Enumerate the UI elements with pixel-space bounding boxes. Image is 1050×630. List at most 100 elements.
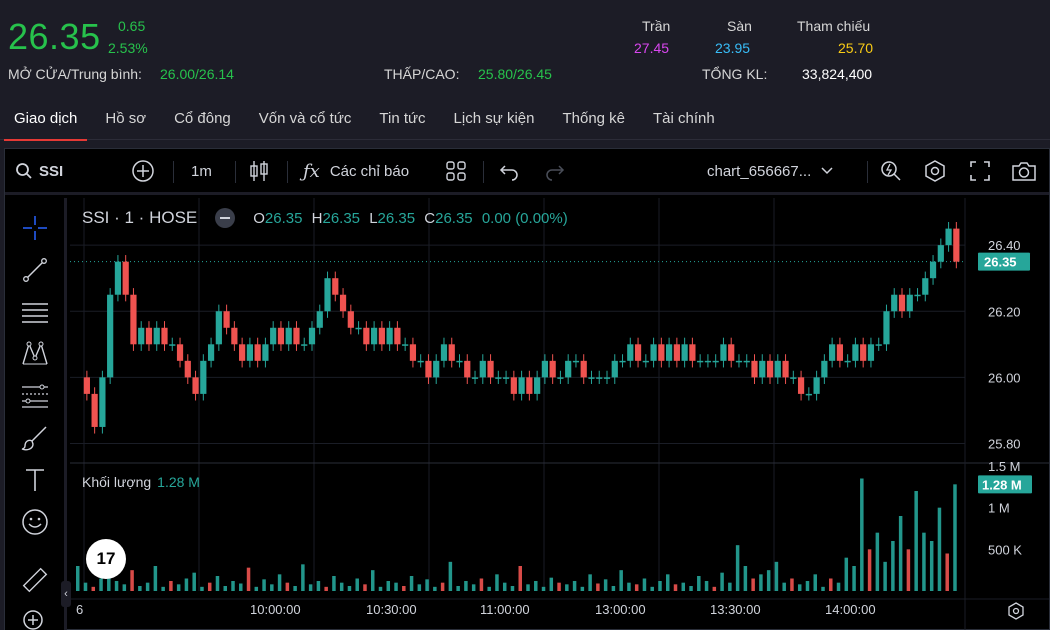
tab-ho-so[interactable]: Hồ sơ xyxy=(105,110,147,127)
volume-bar xyxy=(285,582,290,591)
tab-lich-su-kien[interactable]: Lịch sự kiện xyxy=(453,110,535,127)
volume-bar xyxy=(634,584,639,591)
candle xyxy=(666,344,673,361)
volume-bar xyxy=(836,582,841,591)
volume-last-badge xyxy=(978,475,1032,494)
compare-button[interactable] xyxy=(131,149,155,193)
y-tick-label: 26.20 xyxy=(988,304,1021,319)
volume-bar xyxy=(138,586,142,591)
indicators-button[interactable]: ƒx Các chỉ báo xyxy=(303,149,409,193)
pattern-tool[interactable] xyxy=(19,338,51,370)
volume-bar xyxy=(658,581,662,591)
chart-type-button[interactable] xyxy=(249,149,269,193)
undo-button[interactable] xyxy=(499,149,519,193)
volume-bar xyxy=(790,578,794,591)
chevron-left-icon: ‹ xyxy=(64,588,68,600)
chart-area: 26.40 26.20 26.00 25.80 26.35 1.5 M 1 M 500 K 1.… xyxy=(70,198,1049,630)
redo-button[interactable] xyxy=(545,149,565,193)
tab-von-co-tuc[interactable]: Vốn và cổ tức xyxy=(258,110,352,127)
tab-thong-ke[interactable]: Thống kê xyxy=(562,110,626,127)
last-price-label: 26.35 xyxy=(984,255,1017,270)
volume-bar xyxy=(176,584,181,591)
candle xyxy=(231,327,238,345)
candle xyxy=(906,294,913,312)
layout-button[interactable] xyxy=(445,149,467,193)
candle xyxy=(642,360,649,363)
candle xyxy=(324,278,331,312)
volume-bar xyxy=(386,581,391,591)
volume-bar xyxy=(867,549,872,591)
x-tick-label: 10:30:00 xyxy=(366,602,417,617)
candle xyxy=(153,327,160,345)
layout-name-button[interactable]: chart_656667... xyxy=(707,149,833,193)
fib-tool[interactable] xyxy=(19,380,51,412)
volume-bar xyxy=(153,566,158,591)
screenshot-button[interactable] xyxy=(1011,149,1037,193)
tab-tin-tuc[interactable]: Tin tức xyxy=(379,110,426,127)
zoom-in-tool[interactable] xyxy=(19,606,51,630)
volume-bar xyxy=(417,584,422,591)
interval-button[interactable]: 1m xyxy=(191,162,212,180)
candle xyxy=(487,360,494,378)
candle xyxy=(852,344,859,361)
minus-icon xyxy=(220,217,231,219)
tab-tai-chinh[interactable]: Tài chính xyxy=(653,110,715,127)
volume-bar xyxy=(308,584,313,591)
settings-icon xyxy=(925,160,945,182)
candle xyxy=(891,294,898,312)
collapse-toolbar-button[interactable]: ‹ xyxy=(61,581,71,607)
candle xyxy=(712,360,719,363)
volume-bar xyxy=(852,566,856,591)
candle xyxy=(836,344,843,361)
symbol-search[interactable]: SSI xyxy=(15,149,63,193)
candle xyxy=(207,344,215,361)
volume-bar xyxy=(231,581,235,591)
fullscreen-button[interactable] xyxy=(969,149,991,193)
volume-bar xyxy=(355,578,359,591)
volume-bar xyxy=(371,570,375,591)
volume-bar xyxy=(339,582,344,591)
crosshair-tool[interactable] xyxy=(19,212,51,244)
tab-co-dong[interactable]: Cổ đông xyxy=(174,110,231,127)
tab-giao-dich[interactable]: Giao dịch xyxy=(0,100,91,141)
layout-grid-icon xyxy=(446,161,466,181)
volume-bar xyxy=(223,586,227,591)
open-avg-label: MỞ CỬA/Trung bình: xyxy=(8,66,142,82)
tradingview-logo[interactable]: 17 xyxy=(86,539,126,579)
settings-button[interactable] xyxy=(923,149,947,193)
brush-tool[interactable] xyxy=(19,422,51,454)
volume-bar xyxy=(735,545,740,591)
candle xyxy=(378,327,385,345)
x-tick-label: 13:30:00 xyxy=(710,602,761,617)
quick-search-button[interactable] xyxy=(879,149,903,193)
horizontal-lines-tool[interactable] xyxy=(19,296,51,328)
hide-legend-button[interactable] xyxy=(215,208,236,228)
candle xyxy=(673,344,680,361)
price-chart[interactable]: 26.40 26.20 26.00 25.80 26.35 1.5 M 1 M 500 K 1.… xyxy=(70,198,1049,630)
volume-bar xyxy=(293,586,297,591)
legend-change: 0.00 (0.00%) xyxy=(481,209,568,227)
candle xyxy=(239,344,246,361)
fullscreen-icon xyxy=(970,161,990,181)
volume-bar xyxy=(456,586,460,591)
quick-search-icon xyxy=(881,161,901,181)
candle xyxy=(246,344,253,361)
legend-l-label: L xyxy=(369,209,378,227)
volume-bar xyxy=(495,574,499,591)
text-tool[interactable] xyxy=(19,464,51,496)
chevron-down-icon xyxy=(821,167,833,175)
ruler-tool[interactable] xyxy=(19,564,51,596)
candles-icon xyxy=(250,161,268,181)
text-icon xyxy=(26,469,44,491)
volume-bar xyxy=(883,561,887,591)
volume-bar xyxy=(712,586,717,591)
volume-bar xyxy=(945,553,949,591)
legend-close: 26.35 xyxy=(435,209,473,227)
volume-bar xyxy=(184,578,189,591)
horizontal-lines-icon xyxy=(22,303,48,323)
x-tick-label: 6 xyxy=(76,602,83,617)
volume-bar xyxy=(844,557,849,591)
emoji-tool[interactable] xyxy=(19,506,51,538)
trend-line-tool[interactable] xyxy=(19,254,51,286)
last-price: 26.35 xyxy=(8,16,101,57)
